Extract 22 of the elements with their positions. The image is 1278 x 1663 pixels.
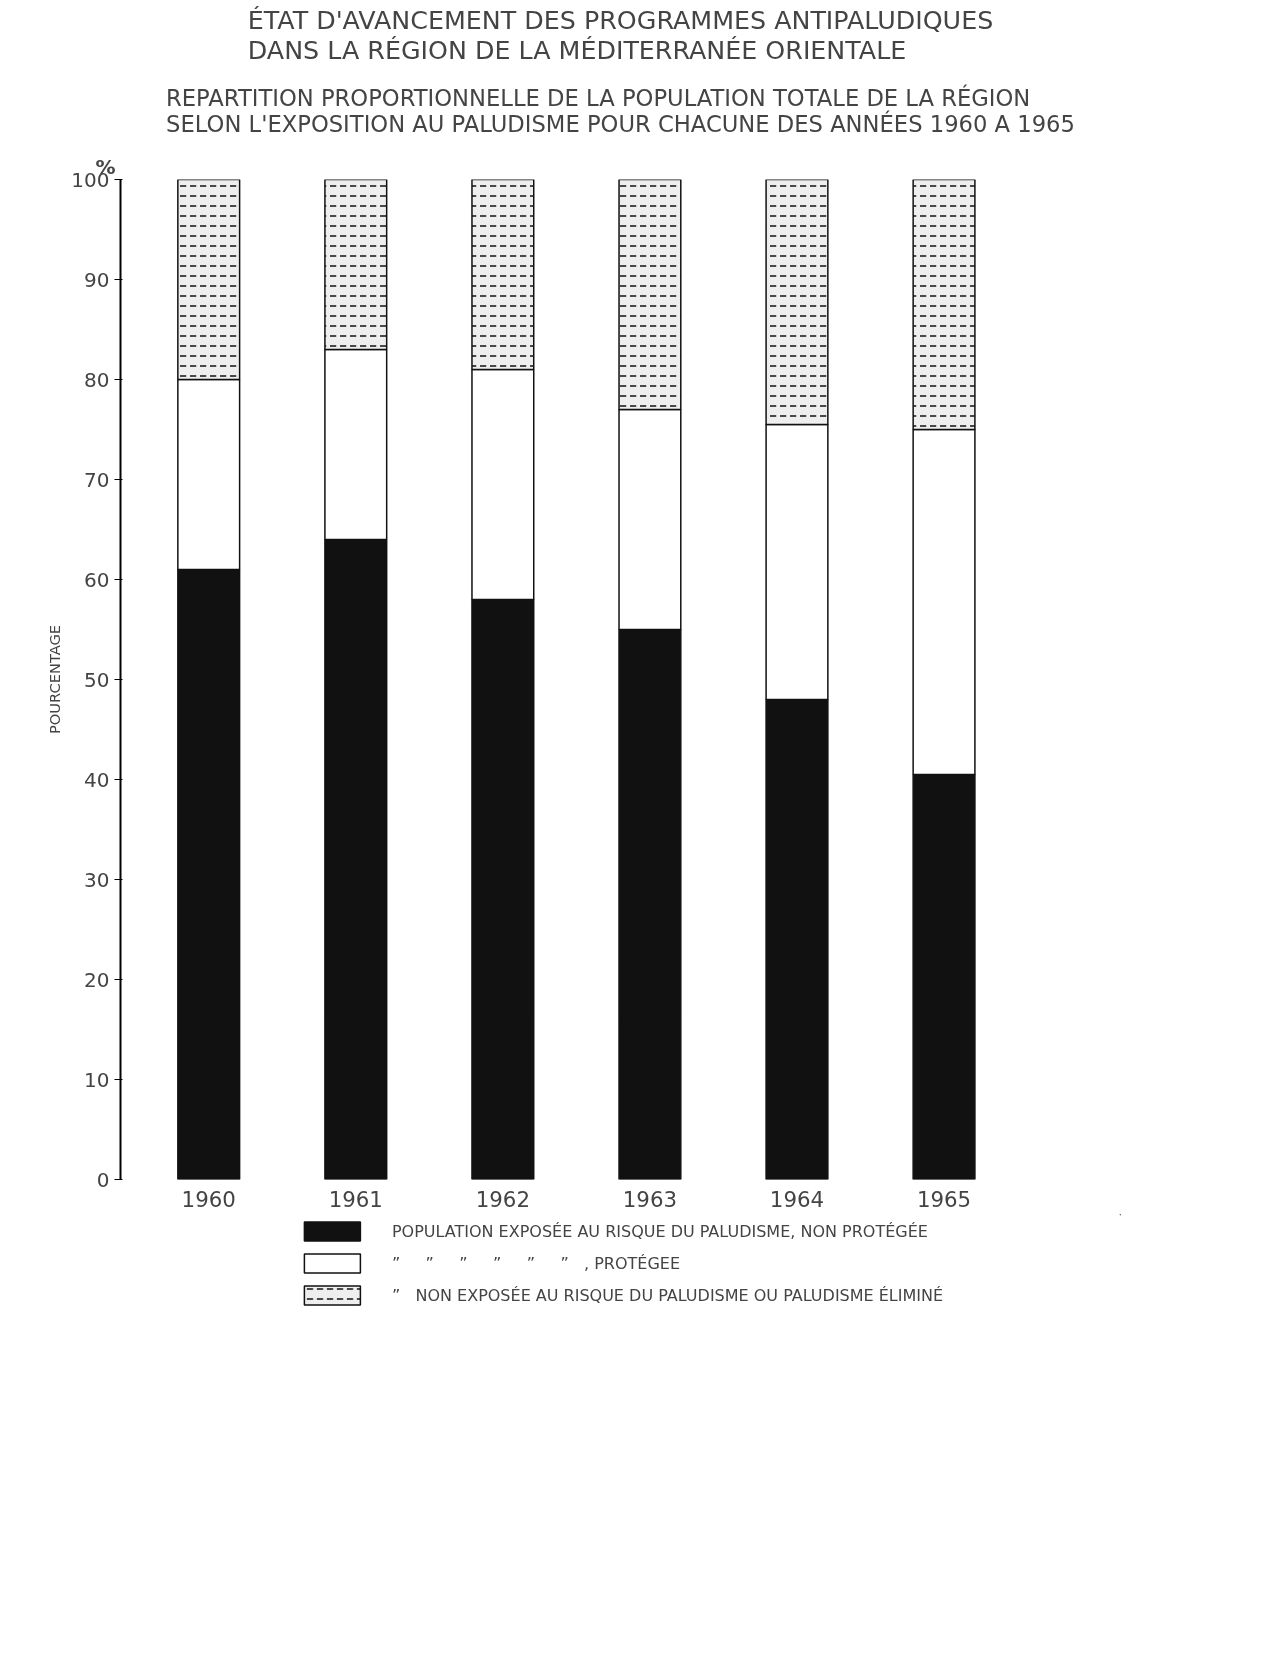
x-tick-label: 1965 [916, 1186, 972, 1212]
x-tick-label: 1964 [769, 1186, 825, 1212]
x-tick-label: 1963 [622, 1186, 678, 1212]
y-tick-label: 70 [84, 467, 110, 492]
x-tick-label: 1962 [475, 1186, 530, 1212]
y-tick-label: 30 [84, 867, 110, 892]
y-tick-label: 0 [96, 1167, 110, 1192]
legend-label: ” ” ” ” ” ” , PROTÉGEE [391, 1253, 681, 1273]
x-tick-label: 1960 [181, 1186, 236, 1212]
y-tick-label: 20 [84, 967, 110, 992]
y-axis-title: POURCENTAGE [46, 624, 64, 735]
chart-subtitle: REPARTITION PROPORTIONNELLE DE LA POPULATION TOTALE DE LA RÉGION SELON L'EXPOSITION AU PALUDISME POUR CHACUNE DES ANNÉES 1960 A 1965 [166, 83, 1075, 137]
y-tick-label: 50 [84, 667, 110, 692]
legend-label: ” NON EXPOSÉE AU RISQUE DU PALUDISME OU PALUDISME ÉLIMINÉ [391, 1285, 944, 1305]
y-tick-label: 60 [84, 567, 110, 592]
y-tick-label: 90 [84, 267, 110, 292]
y-tick-label: 10 [84, 1067, 110, 1092]
chart-title: ÉTAT D'AVANCEMENT DES PROGRAMMES ANTIPALUDIQUES DANS LA RÉGION DE LA MÉDITERRANÉE ORIENTALE [247, 5, 994, 65]
y-tick-label: 40 [84, 767, 110, 792]
x-tick-label: 1961 [328, 1186, 383, 1212]
y-tick-label: 80 [84, 367, 110, 392]
legend-label: POPULATION EXPOSÉE AU RISQUE DU PALUDISME, NON PROTÉGÉE [391, 1221, 928, 1241]
